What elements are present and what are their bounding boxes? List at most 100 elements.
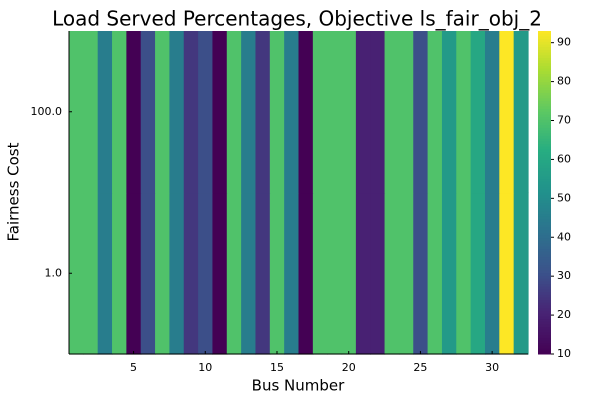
heatmap-cell <box>470 31 486 194</box>
colorbar-segment <box>538 31 551 35</box>
colorbar-segment <box>538 319 551 323</box>
heatmap-cell <box>241 192 257 355</box>
colorbar-segment <box>538 243 551 247</box>
colorbar-segment <box>538 181 551 185</box>
colorbar-segment <box>538 60 551 64</box>
colorbar-segment <box>538 310 551 315</box>
colorbar-segment <box>538 52 551 56</box>
colorbar-segment <box>538 119 551 124</box>
chart-title: Load Served Percentages, Objective ls_fa… <box>52 7 542 31</box>
heatmap-cell <box>112 31 127 194</box>
colorbar-segment <box>538 133 551 137</box>
y-axis-label: Fairness Cost <box>5 142 23 241</box>
colorbar-segment <box>538 130 551 134</box>
heatmap-cell <box>212 31 228 194</box>
colorbar-segment <box>538 41 551 45</box>
x-tick-label: 5 <box>130 361 137 374</box>
colorbar-segment <box>538 87 551 91</box>
x-axis-label: Bus Number <box>252 377 345 395</box>
colorbar-segment <box>538 267 551 272</box>
colorbar-segment <box>538 195 551 199</box>
colorbar-segment <box>538 197 551 202</box>
colorbar-segment <box>538 122 551 126</box>
colorbar-segment <box>538 65 551 70</box>
colorbar-segment <box>538 160 551 164</box>
colorbar-tick-label: 70 <box>557 114 571 127</box>
heatmap-cell <box>83 31 99 194</box>
colorbar-segment <box>538 351 551 355</box>
colorbar-segment <box>538 275 551 280</box>
colorbar-tick-label: 40 <box>557 230 571 243</box>
colorbar-tick-label: 60 <box>557 152 571 165</box>
colorbar-tick-label: 50 <box>557 191 571 204</box>
x-axis-ticks: 5 10 15 20 25 30 <box>130 351 499 374</box>
colorbar-segment <box>538 144 551 148</box>
heatmap-cell <box>484 192 500 355</box>
colorbar-segment <box>538 313 551 317</box>
heatmap-cell <box>441 31 457 194</box>
colorbar-segment <box>538 324 551 328</box>
colorbar-ticks: 10 20 30 40 50 60 70 80 90 <box>551 36 571 360</box>
colorbar-segment <box>538 216 551 220</box>
colorbar-segment <box>538 68 551 72</box>
colorbar-segment <box>538 84 551 89</box>
x-tick-label: 20 <box>342 361 356 374</box>
colorbar-segment <box>538 111 551 115</box>
colorbar-segment <box>538 219 551 223</box>
heatmap-cell <box>456 192 472 355</box>
y-tick-label: 1.0 <box>45 266 63 279</box>
heatmap-cell <box>312 31 328 194</box>
heatmap-cell <box>269 192 285 355</box>
colorbar-segment <box>538 240 551 245</box>
colorbar-segment <box>538 103 551 107</box>
colorbar-segment <box>538 305 551 309</box>
heatmap-cell <box>298 31 314 194</box>
colorbar-segment <box>538 345 551 350</box>
colorbar-segment <box>538 162 551 167</box>
heatmap-cell <box>370 31 386 194</box>
heatmap-cell <box>427 192 443 355</box>
colorbar-segment <box>538 138 551 142</box>
heatmap-cell <box>69 192 84 355</box>
heatmap-cell <box>398 31 414 194</box>
colorbar-segment <box>538 176 551 180</box>
colorbar-segment <box>538 90 551 94</box>
heatmap-cell <box>97 31 113 194</box>
colorbar-segment <box>538 165 551 169</box>
heatmap-cell <box>341 192 357 355</box>
colorbar-segment <box>538 39 551 43</box>
colorbar-tick-label: 10 <box>557 347 571 360</box>
colorbar-segment <box>538 348 551 352</box>
colorbar-segment <box>538 71 551 75</box>
colorbar-segment <box>538 281 551 285</box>
heatmap-cell <box>269 31 285 194</box>
colorbar-segment <box>538 179 551 183</box>
colorbar-tick-label: 30 <box>557 269 571 282</box>
heatmap-cell <box>126 192 142 355</box>
colorbar-segment <box>538 232 551 237</box>
colorbar-segment <box>538 63 551 67</box>
colorbar-segment <box>538 327 551 331</box>
colorbar-segment <box>538 289 551 293</box>
colorbar-segment <box>538 57 551 62</box>
colorbar-segment <box>538 79 551 83</box>
heatmap-cell <box>384 192 400 355</box>
colorbar-segment <box>538 222 551 226</box>
colorbar-segment <box>538 246 551 250</box>
colorbar-segment <box>538 329 551 333</box>
colorbar-segment <box>538 100 551 105</box>
heatmap-cell <box>140 192 156 355</box>
colorbar-segment <box>538 76 551 80</box>
colorbar-segment <box>538 337 551 342</box>
heatmap-cell <box>155 192 170 355</box>
heatmap-cell <box>341 31 357 194</box>
colorbar-segment <box>538 205 551 210</box>
colorbar-segment <box>538 33 551 37</box>
heatmap-cell <box>384 31 400 194</box>
heatmap-cell <box>513 31 529 194</box>
colorbar <box>538 31 551 355</box>
x-tick-label: 10 <box>198 361 212 374</box>
y-tick-label: 100.0 <box>31 105 63 118</box>
colorbar-segment <box>538 55 551 59</box>
colorbar-segment <box>538 251 551 255</box>
